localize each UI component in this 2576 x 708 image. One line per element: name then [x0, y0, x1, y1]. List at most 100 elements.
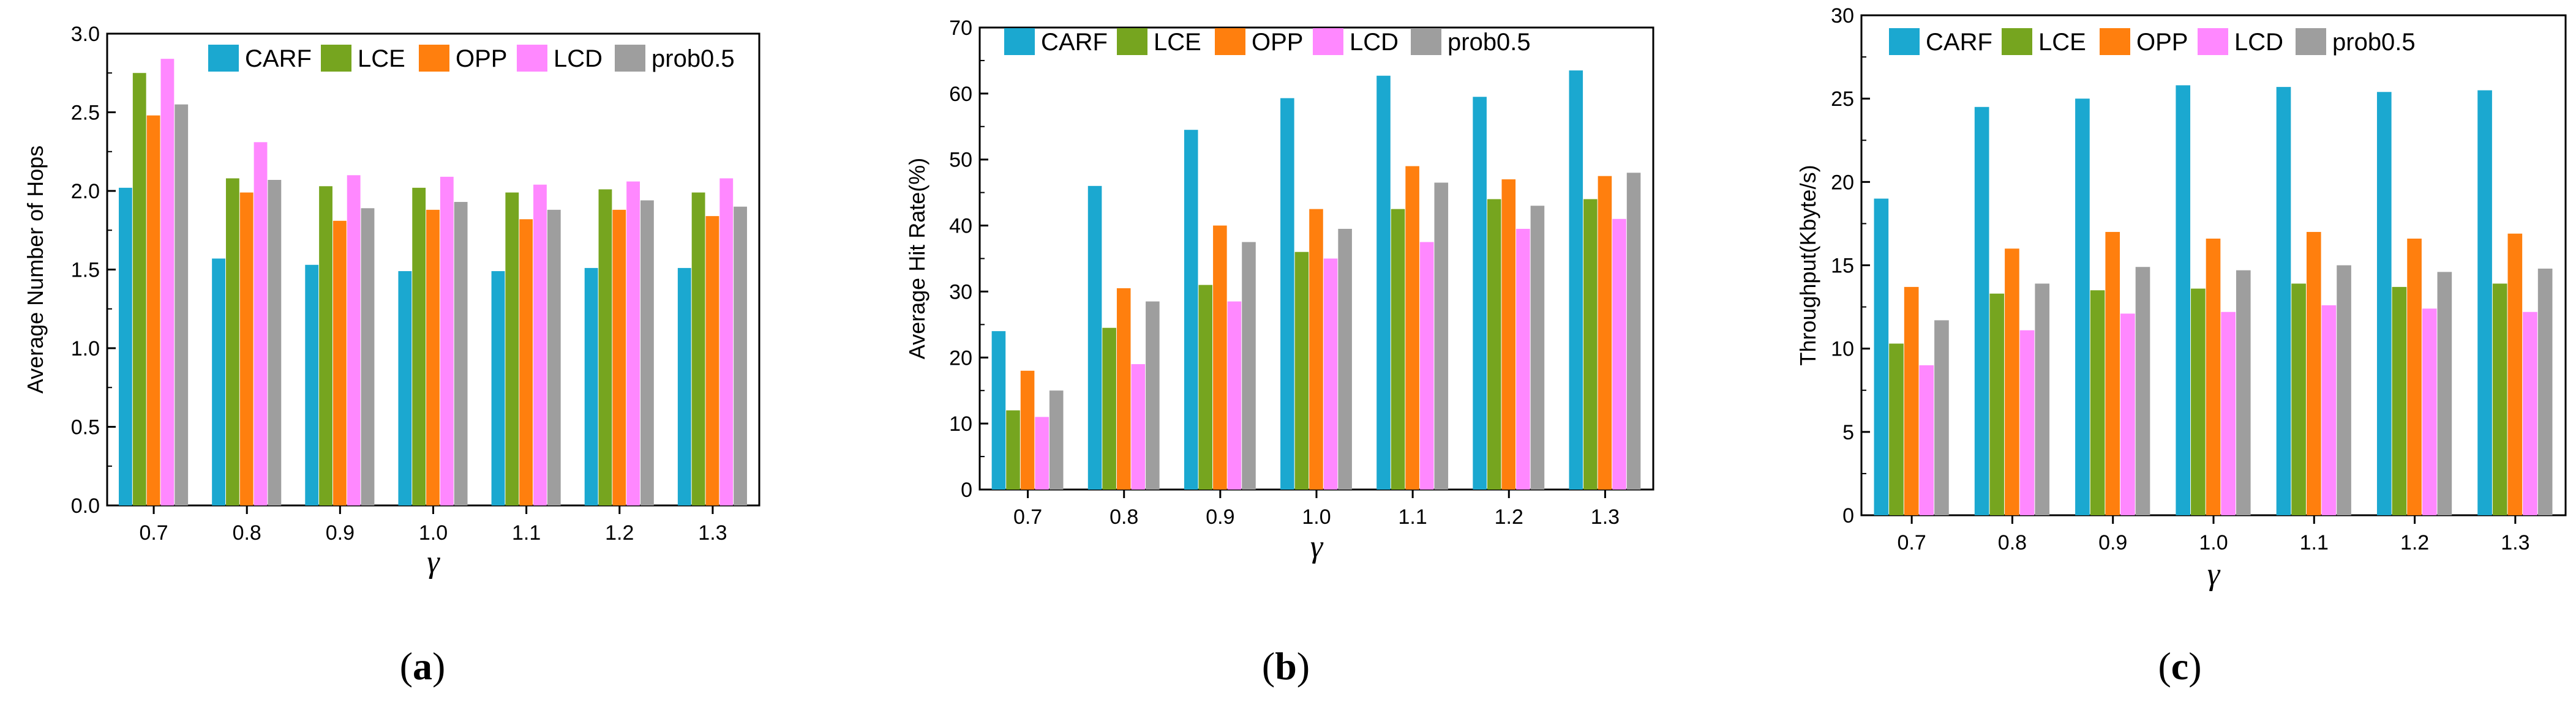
bar-prob05-1_3 — [2537, 268, 2553, 515]
bar-opp-1_2 — [612, 209, 626, 505]
bar-prob05-0_8 — [1146, 301, 1160, 490]
legend-swatch — [1889, 28, 1920, 55]
bar-lce-0_9 — [319, 186, 332, 505]
bar-lcd-1_2 — [1516, 228, 1530, 490]
bar-opp-0_8 — [239, 192, 253, 505]
y-tick-label: 0.5 — [71, 416, 100, 439]
bar-opp-0_9 — [1213, 225, 1227, 490]
panel-caption: (b) — [1262, 644, 1310, 688]
bar-lcd-0_7 — [1035, 417, 1049, 490]
x-tick-label: 0.7 — [1013, 505, 1042, 529]
bar-prob05-0_7 — [1049, 390, 1064, 490]
x-tick-label: 0.9 — [2098, 531, 2127, 554]
bar-lcd-0_8 — [253, 142, 268, 505]
bar-lcd-1_3 — [719, 178, 734, 505]
bar-lce-0_8 — [225, 178, 239, 505]
bar-prob05-0_9 — [2135, 267, 2150, 515]
x-tick-label: 1.0 — [1302, 505, 1331, 529]
y-tick-label: 1.5 — [71, 259, 100, 282]
bar-prob05-1_1 — [547, 209, 561, 505]
bar-carf-1_0 — [2176, 85, 2191, 515]
legend-swatch — [1313, 28, 1343, 55]
legend-swatch — [1411, 28, 1441, 55]
bar-carf-0_7 — [1874, 198, 1889, 516]
y-tick-label: 40 — [949, 215, 972, 238]
bar-carf-1_2 — [584, 267, 598, 505]
legend-swatch — [615, 45, 645, 72]
bar-lcd-1_0 — [440, 176, 454, 505]
y-tick-label: 20 — [1831, 171, 1854, 194]
bar-prob05-0_8 — [2035, 283, 2050, 515]
x-tick-label: 1.2 — [1495, 505, 1523, 529]
y-tick-label: 0.0 — [71, 494, 100, 518]
y-tick-label: 15 — [1831, 255, 1854, 278]
bar-opp-1_0 — [1309, 209, 1323, 490]
y-tick-label: 60 — [949, 83, 972, 106]
x-axis-label: γ — [2207, 557, 2221, 592]
chart-svg-a: 0.0 0.5 1.0 1.5 2.0 2.5 3.0 Average Number of H… — [23, 23, 760, 688]
chart-panel-b: 0 10 20 30 40 50 60 70 Average Hit Rate(%) 0.7 0.8… — [857, 0, 1714, 705]
bar-carf-0_9 — [305, 264, 319, 505]
x-tick-label: 0.7 — [1898, 531, 1926, 554]
bar-prob05-1_3 — [734, 206, 747, 505]
bar-opp-0_9 — [2105, 232, 2120, 515]
bar-lcd-1_2 — [626, 181, 640, 506]
bar-lce-1_1 — [1391, 209, 1405, 490]
y-tick-label: 2.0 — [71, 180, 100, 203]
bar-prob05-1_3 — [1626, 173, 1641, 490]
y-axis-label: Average Hit Rate(%) — [904, 158, 929, 359]
bar-opp-0_7 — [146, 115, 160, 505]
bar-prob05-1_0 — [454, 201, 468, 505]
bar-prob05-1_2 — [1530, 206, 1545, 490]
y-axis-label: Average Number of Hops — [23, 146, 48, 394]
x-tick-label: 0.8 — [1110, 505, 1138, 529]
x-tick-label: 0.7 — [139, 521, 168, 545]
bar-prob05-0_7 — [175, 104, 189, 505]
x-axis-label: γ — [1310, 529, 1324, 564]
bar-prob05-0_9 — [1242, 242, 1256, 490]
legend-label: OPP — [456, 45, 507, 72]
bar-carf-0_7 — [991, 331, 1006, 490]
bar-prob05-1_2 — [640, 200, 654, 505]
legend-label: CARF — [245, 45, 312, 72]
bar-lcd-1_1 — [1419, 242, 1434, 490]
bar-carf-1_2 — [1473, 97, 1487, 490]
legend-swatch — [1004, 28, 1035, 55]
y-tick-label: 30 — [1831, 4, 1854, 28]
bar-lce-1_1 — [2291, 283, 2306, 515]
bar-opp-0_8 — [2005, 248, 2019, 515]
bar-lcd-0_9 — [347, 175, 361, 505]
bar-lce-1_2 — [1487, 199, 1501, 490]
bar-lce-1_2 — [2392, 286, 2407, 515]
bar-lce-1_1 — [505, 192, 519, 505]
bar-opp-1_2 — [2407, 238, 2422, 515]
bar-opp-1_3 — [1598, 176, 1612, 490]
x-tick-label: 1.3 — [2501, 531, 2529, 554]
bar-prob05-1_0 — [2236, 270, 2251, 515]
x-tick-label: 0.8 — [1998, 531, 2027, 554]
bar-lcd-0_7 — [1919, 365, 1934, 515]
bar-prob05-0_9 — [361, 208, 375, 505]
legend-label: LCD — [2234, 29, 2283, 56]
bar-lcd-1_0 — [2221, 311, 2236, 515]
bar-carf-1_2 — [2376, 92, 2392, 516]
legend-swatch — [419, 45, 449, 72]
bar-carf-0_8 — [1087, 185, 1102, 490]
legend-label: prob0.5 — [2332, 29, 2416, 56]
legend-label: CARF — [1041, 29, 1108, 56]
bar-carf-1_1 — [2276, 87, 2291, 515]
legend-swatch — [2296, 28, 2326, 55]
y-tick-label: 1.0 — [71, 337, 100, 360]
x-tick-label: 1.0 — [2199, 531, 2228, 554]
bar-opp-1_0 — [2206, 238, 2221, 515]
bar-prob05-1_0 — [1338, 228, 1352, 490]
legend-label: OPP — [2136, 29, 2188, 56]
y-tick-label: 0 — [961, 479, 972, 502]
bar-lcd-1_2 — [2422, 308, 2437, 515]
y-tick-label: 50 — [949, 149, 972, 172]
bar-lcd-1_3 — [2523, 311, 2537, 515]
bar-opp-0_7 — [1020, 370, 1035, 490]
bar-lcd-0_8 — [1131, 364, 1146, 490]
bar-opp-1_3 — [2507, 233, 2523, 515]
bar-lce-0_9 — [2090, 290, 2105, 515]
